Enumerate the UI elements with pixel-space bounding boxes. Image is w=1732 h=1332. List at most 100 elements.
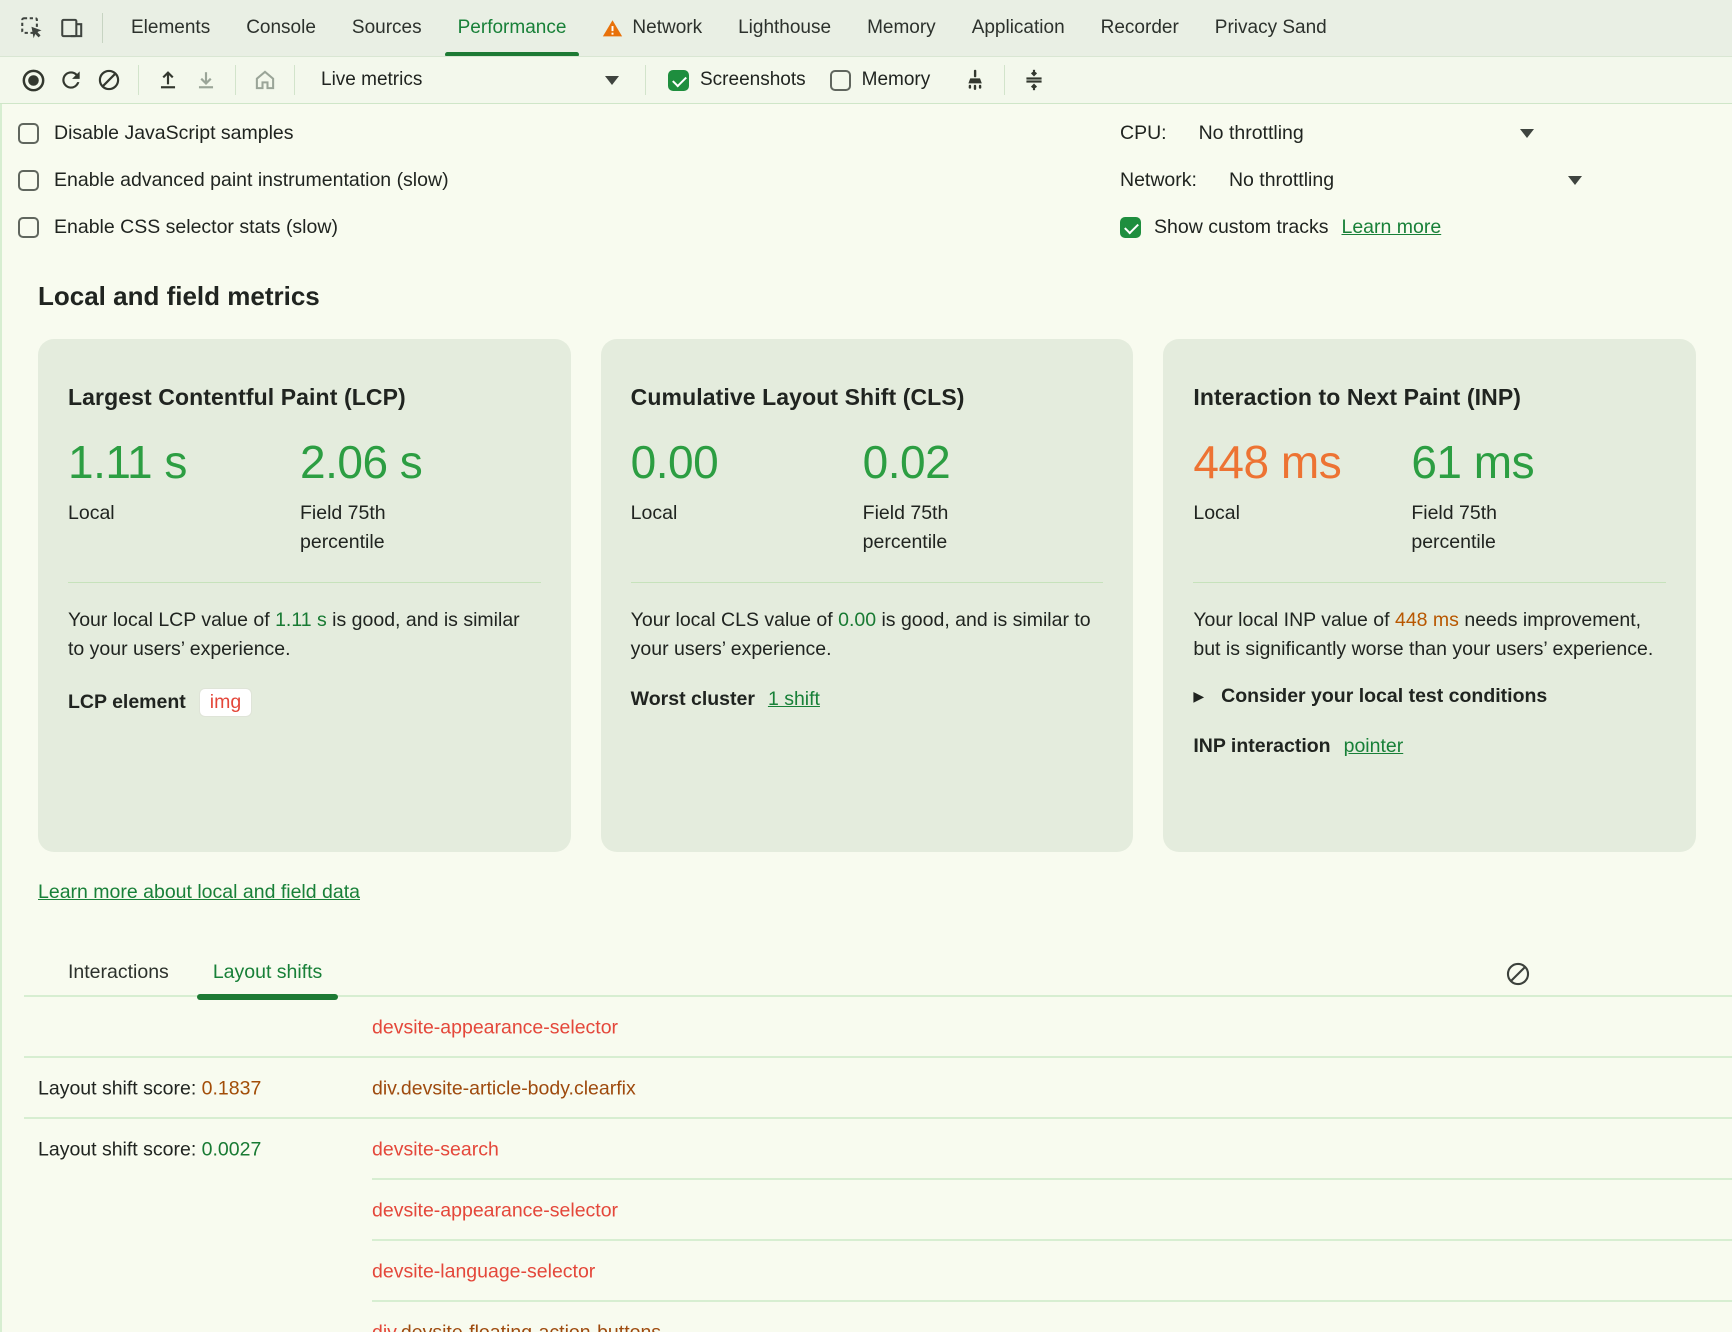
score-value: 0.0027 xyxy=(201,1138,262,1160)
element-link[interactable]: div.devsite-article-body.clearfix xyxy=(372,1077,636,1100)
tab-label: Lighthouse xyxy=(738,17,832,38)
element-link[interactable]: devsite-appearance-selector xyxy=(372,1016,618,1039)
network-throttling-select[interactable]: No throttling xyxy=(1228,169,1335,191)
tab-label: Privacy Sand xyxy=(1214,17,1327,38)
network-throttling-row: Network: No throttling xyxy=(1120,157,1732,204)
learn-more-field-data-link[interactable]: Learn more about local and field data xyxy=(38,881,360,903)
performance-panel-body: Disable JavaScript samples Enable advanc… xyxy=(0,104,1732,1332)
layout-shift-rows: devsite-appearance-selector Layout shift … xyxy=(2,997,1732,1332)
layout-shift-row[interactable]: Layout shift score: 0.0027 devsite-search xyxy=(2,1119,1732,1180)
advanced-paint-setting[interactable]: Enable advanced paint instrumentation (s… xyxy=(18,157,1732,204)
tab-label: Memory xyxy=(867,17,936,38)
dropdown-arrow-icon[interactable] xyxy=(1568,176,1582,185)
layout-shift-row[interactable]: Layout shift score: 0.1837 div.devsite-ar… xyxy=(2,1058,1732,1119)
layout-shift-row[interactable]: devsite-appearance-selector xyxy=(2,997,1732,1058)
disable-js-samples-checkbox[interactable] xyxy=(18,123,39,144)
clear-button[interactable] xyxy=(90,61,128,99)
gc-button[interactable] xyxy=(956,61,994,99)
inp-inline-value: 448 ms xyxy=(1394,609,1459,632)
tab-recorder[interactable]: Recorder xyxy=(1083,0,1197,56)
tab-label: Elements xyxy=(131,17,211,38)
element-link[interactable]: devsite-language-selector xyxy=(372,1260,595,1283)
inspect-element-button[interactable] xyxy=(12,8,52,48)
card-divider xyxy=(630,582,1104,584)
score-label: Layout shift score: xyxy=(38,1077,202,1099)
expander-label: Consider your local test conditions xyxy=(1221,685,1548,708)
clear-log-button[interactable] xyxy=(1504,960,1532,988)
cls-local-value: 0.00 xyxy=(630,436,719,488)
cls-card-title: Cumulative Layout Shift (CLS) xyxy=(630,384,965,410)
lcp-field-label: Field 75th percentile xyxy=(300,501,386,553)
layout-shift-row[interactable]: div.devsite-floating-action-buttons xyxy=(2,1302,1732,1332)
layout-shift-row[interactable]: devsite-appearance-selector xyxy=(2,1180,1732,1241)
capture-settings: Disable JavaScript samples Enable advanc… xyxy=(2,104,1732,255)
load-profile-button[interactable] xyxy=(149,61,187,99)
cls-local-label: Local xyxy=(630,501,678,524)
css-selector-stats-setting[interactable]: Enable CSS selector stats (slow) xyxy=(18,204,1732,251)
cpu-label: CPU: xyxy=(1120,122,1167,144)
lcp-card-title: Largest Contentful Paint (LCP) xyxy=(68,384,406,410)
css-selector-stats-checkbox[interactable] xyxy=(18,217,39,238)
lcp-card: Largest Contentful Paint (LCP) 1.11 s Lo… xyxy=(38,339,571,852)
lcp-element-node-link[interactable]: img xyxy=(198,688,253,718)
custom-tracks-checkbox[interactable] xyxy=(1120,217,1141,238)
element-link[interactable]: devsite-appearance-selector xyxy=(372,1199,618,1222)
score-label: Layout shift score: xyxy=(38,1138,202,1160)
memory-label: Memory xyxy=(861,69,931,90)
tab-lighthouse[interactable]: Lighthouse xyxy=(720,0,849,56)
layout-shift-row[interactable]: devsite-language-selector xyxy=(2,1241,1732,1302)
toolbar-divider xyxy=(645,65,646,95)
log-tab-label: Layout shifts xyxy=(212,961,323,983)
dropdown-arrow-icon[interactable] xyxy=(1520,129,1534,138)
panel-tabs: Elements Console Sources Performance Network… xyxy=(113,0,1345,56)
local-test-conditions-expander[interactable]: ▶ Consider your local test conditions xyxy=(1193,685,1666,708)
screenshots-checkbox[interactable] xyxy=(668,69,689,91)
tab-console[interactable]: Console xyxy=(228,0,334,56)
history-dropdown[interactable]: Live metrics xyxy=(305,69,635,91)
tab-label: Performance xyxy=(457,17,567,38)
toolbar-divider xyxy=(294,65,295,95)
memory-checkbox[interactable] xyxy=(829,69,851,91)
log-tab-label: Interactions xyxy=(68,961,169,983)
collapse-sidebar-button[interactable] xyxy=(1015,61,1053,99)
element-link-part: div.devsite-article-body.clearfix xyxy=(372,1077,636,1099)
reload-and-record-button[interactable] xyxy=(52,61,90,99)
element-link[interactable]: devsite-search xyxy=(372,1138,499,1161)
layout-shift-score: Layout shift score: 0.1837 xyxy=(38,1077,261,1100)
tab-elements[interactable]: Elements xyxy=(113,0,228,56)
log-tab-interactions[interactable]: Interactions xyxy=(52,949,185,996)
section-title: Local and field metrics xyxy=(38,281,320,311)
record-button[interactable] xyxy=(14,61,52,99)
lcp-description: Your local LCP value of 1.11 s is good, … xyxy=(68,609,520,661)
worst-cluster-link[interactable]: 1 shift xyxy=(767,688,820,711)
element-link[interactable]: div.devsite-floating-action-buttons xyxy=(372,1321,661,1332)
tab-label: Application xyxy=(971,17,1065,38)
log-tab-layout-shifts[interactable]: Layout shifts xyxy=(196,949,339,1000)
disable-js-samples-setting[interactable]: Disable JavaScript samples xyxy=(18,110,1732,157)
inp-local-value: 448 ms xyxy=(1193,436,1342,488)
lcp-local-value: 1.11 s xyxy=(68,436,187,488)
tab-application[interactable]: Application xyxy=(954,0,1083,56)
tab-network[interactable]: Network xyxy=(584,0,720,56)
home-button[interactable] xyxy=(246,61,284,99)
cpu-throttling-select[interactable]: No throttling xyxy=(1198,122,1304,144)
advanced-paint-checkbox[interactable] xyxy=(18,170,39,191)
tabbar-divider xyxy=(102,13,103,43)
card-divider xyxy=(68,582,541,584)
custom-tracks-learn-more-link[interactable]: Learn more xyxy=(1341,216,1442,238)
clear-icon xyxy=(96,67,122,93)
inp-interaction-link[interactable]: pointer xyxy=(1343,735,1404,758)
tab-label: Network xyxy=(632,17,703,38)
tab-label: Recorder xyxy=(1100,17,1179,38)
tab-memory[interactable]: Memory xyxy=(849,0,954,56)
tab-sources[interactable]: Sources xyxy=(334,0,440,56)
screenshots-toggle[interactable]: Screenshots xyxy=(668,69,806,91)
tab-privacy-sand[interactable]: Privacy Sand xyxy=(1197,0,1345,56)
memory-toggle[interactable]: Memory xyxy=(829,69,931,91)
tab-performance[interactable]: Performance xyxy=(440,0,585,56)
toolbar-divider xyxy=(235,65,236,95)
device-toolbar-button[interactable] xyxy=(52,8,92,48)
collapse-icon xyxy=(1021,67,1047,93)
save-profile-button[interactable] xyxy=(187,61,225,99)
